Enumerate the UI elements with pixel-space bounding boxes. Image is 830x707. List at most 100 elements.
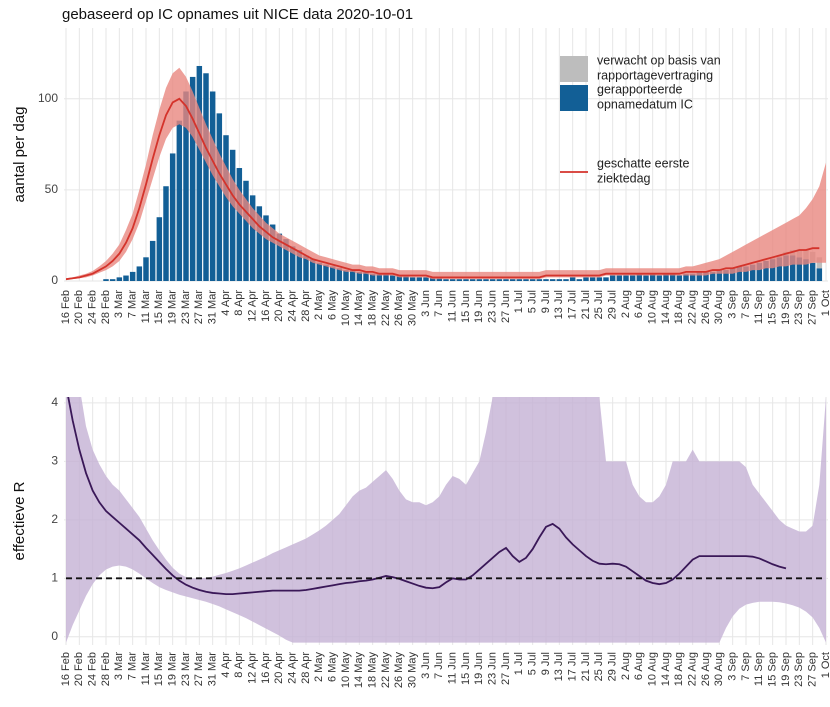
bar (163, 186, 169, 281)
bar (809, 262, 816, 281)
bar (703, 271, 709, 281)
legend-swatch (560, 56, 588, 82)
bar (509, 279, 516, 281)
bar (276, 233, 283, 281)
bar (176, 120, 183, 281)
line (66, 97, 820, 281)
bar (223, 135, 229, 281)
x-tick-label: 3 Jun (420, 652, 432, 679)
x-tick-label: 5 Jul (527, 290, 539, 313)
bar (696, 271, 703, 281)
x-tick-label: 30 May (407, 290, 419, 327)
bar (116, 277, 123, 281)
bar (303, 255, 309, 281)
x-tick-label: 28 Apr (300, 290, 312, 322)
x-tick-label: 2 Aug (620, 652, 632, 680)
x-tick-label: 9 Jul (540, 290, 552, 313)
bar (516, 279, 523, 281)
x-tick-label: 14 May (353, 652, 365, 689)
bar (536, 279, 543, 281)
x-tick-label: 22 May (380, 290, 392, 327)
y-tick-label: 3 (51, 454, 58, 468)
bar (543, 279, 549, 281)
bar (723, 270, 729, 281)
x-tick-label: 3 Mar (113, 652, 125, 680)
x-tick-label: 4 Apr (220, 290, 232, 316)
x-tick-label: 11 Sep (753, 652, 765, 686)
x-tick-label: 11 Sep (753, 290, 765, 324)
bar (316, 262, 323, 281)
x-tick-label: 27 Sep (807, 652, 819, 687)
x-tick-label: 22 May (380, 652, 392, 689)
bar (429, 277, 436, 281)
x-tick-label: 14 May (353, 290, 365, 327)
bar (689, 273, 696, 281)
bar (416, 277, 423, 281)
bar (396, 275, 403, 281)
x-tick-label: 23 Jun (487, 652, 499, 685)
x-tick-label: 24 Feb (87, 290, 99, 324)
x-tick-label: 6 Aug (633, 652, 645, 680)
bar (769, 259, 776, 281)
x-tick-label: 27 Mar (193, 652, 205, 687)
bar (189, 76, 196, 281)
bar (269, 224, 276, 281)
bar (683, 273, 689, 281)
bar (583, 277, 589, 281)
x-tick-label: 10 Aug (647, 290, 659, 324)
x-tick-label: 28 Feb (100, 652, 112, 686)
x-tick-label: 3 Mar (113, 290, 125, 318)
bar (109, 279, 116, 281)
bar (149, 240, 156, 281)
bar (489, 279, 496, 281)
bar (623, 275, 629, 281)
bar (743, 266, 749, 281)
bar (596, 277, 603, 281)
bar (709, 271, 716, 281)
x-tick-label: 21 Jul (580, 290, 592, 319)
x-tick-label: 2 May (313, 652, 325, 682)
x-tick-label: 7 Mar (127, 652, 139, 680)
x-tick-label: 17 Jul (567, 290, 579, 319)
x-tick-label: 3 Sep (727, 290, 739, 319)
bar (576, 279, 583, 281)
x-tick-label: 24 Apr (287, 652, 299, 684)
bar (616, 275, 623, 281)
x-tick-label: 7 Sep (740, 290, 752, 319)
chart-title: gebaseerd op IC opnames uit NICE data 20… (62, 6, 413, 23)
bar (323, 264, 329, 281)
x-tick-label: 4 Apr (220, 652, 232, 678)
bar (249, 195, 256, 281)
x-tick-label: 1 Oct (820, 652, 830, 678)
bar (563, 279, 569, 281)
bar (669, 273, 676, 281)
bar (636, 273, 643, 281)
bar (736, 266, 743, 281)
x-tick-label: 7 Jun (433, 652, 445, 679)
x-tick-label: 6 Aug (633, 290, 645, 318)
x-tick-label: 12 Apr (247, 290, 259, 322)
bar (503, 279, 509, 281)
x-tick-label: 23 Mar (180, 290, 192, 325)
bar (463, 279, 469, 281)
x-tick-label: 18 May (367, 652, 379, 689)
x-tick-label: 8 Apr (233, 290, 245, 316)
bar (143, 257, 149, 281)
x-tick-label: 1 Oct (820, 290, 830, 316)
bar (196, 65, 203, 281)
bar (343, 270, 349, 281)
bar (363, 271, 369, 281)
bar (643, 275, 649, 281)
x-tick-label: 24 Apr (287, 290, 299, 322)
bar (729, 268, 736, 281)
bar (776, 257, 783, 281)
x-tick-label: 23 Jun (487, 290, 499, 323)
y-tick-label: 2 (51, 512, 58, 526)
y-tick-label: 100 (38, 91, 58, 105)
y-tick-label: 0 (51, 629, 58, 643)
x-tick-label: 27 Jun (500, 652, 512, 685)
bar (456, 279, 463, 281)
bar (329, 266, 336, 281)
x-tick-label: 26 Aug (700, 652, 712, 686)
x-tick-label: 16 Apr (260, 290, 272, 322)
